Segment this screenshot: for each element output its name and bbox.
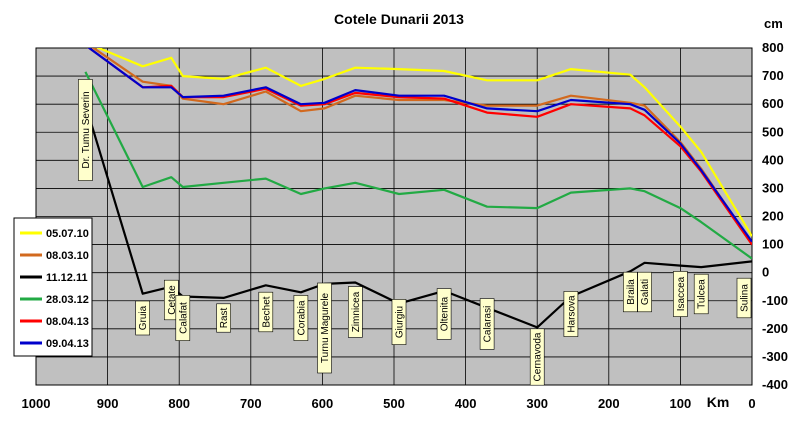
x-tick-label: 400 <box>455 396 477 411</box>
legend-box <box>13 217 93 357</box>
station-label-box <box>135 300 150 336</box>
series-line-08.03.10 <box>91 48 752 244</box>
x-tick-label: 1000 <box>22 396 51 411</box>
y-tick-label: -200 <box>762 321 788 336</box>
legend-label: 11.12.11 <box>46 272 88 284</box>
station-label-box <box>693 273 709 315</box>
station-label: Isaccea <box>673 271 688 317</box>
station-label-text: Gruia <box>138 305 149 330</box>
y-tick-label: 0 <box>762 265 769 280</box>
station-label-text: Galati <box>640 279 651 305</box>
station-label: Oltenita <box>436 288 452 340</box>
y-tick-label: 100 <box>762 237 784 252</box>
station-label: Cernavoda <box>529 328 545 386</box>
legend-label: 28.03.12 <box>46 294 89 306</box>
station-label-text: Oltenita <box>440 296 451 331</box>
chart-title: Cotele Dunarii 2013 <box>334 11 464 27</box>
x-tick-label: 800 <box>168 396 190 411</box>
station-label: Gruia <box>135 300 150 336</box>
station-label: Dr. Tumu Severin <box>78 79 93 181</box>
station-label-box <box>175 295 191 341</box>
y-tick-label: 700 <box>762 68 784 83</box>
x-tick-label: 900 <box>97 396 119 411</box>
station-label: Bechet <box>258 291 274 333</box>
station-label-text: Dr. Tumu Severin <box>81 91 92 168</box>
station-label-box <box>216 303 231 333</box>
station-label-box <box>529 328 545 386</box>
station-label-box <box>293 295 309 341</box>
legend-label: 08.03.10 <box>46 250 89 262</box>
station-label-box <box>563 291 579 337</box>
station-label-box <box>317 282 332 374</box>
station-label-box <box>391 299 407 345</box>
station-label-text: Calarasi <box>483 306 494 343</box>
x-tick-label: 100 <box>670 396 692 411</box>
station-label-box <box>637 271 652 313</box>
y-tick-label: -300 <box>762 349 788 364</box>
station-label-text: Giurgiu <box>395 306 406 338</box>
station-label: Calarasi <box>479 298 495 350</box>
station-label-text: Isaccea <box>676 276 687 311</box>
y-tick-label: 200 <box>762 209 784 224</box>
series-line-05.07.10 <box>95 48 752 237</box>
station-label-box <box>673 271 688 317</box>
x-tick-label: 300 <box>526 396 548 411</box>
y-tick-label: 600 <box>762 96 784 111</box>
station-label: Corabia <box>293 295 309 341</box>
x-tick-label: 700 <box>240 396 262 411</box>
x-tick-label: 500 <box>383 396 405 411</box>
y-axis-unit: cm <box>764 16 783 31</box>
station-label: Sulina <box>736 277 752 319</box>
x-tick-label: 0 <box>748 396 755 411</box>
station-label: Calafat <box>175 295 191 341</box>
series-line-28.03.12 <box>84 71 752 260</box>
station-label-text: Cernavoda <box>533 332 544 381</box>
y-tick-label: 400 <box>762 152 784 167</box>
station-label: Giurgiu <box>391 299 407 345</box>
station-label: Rast <box>216 303 231 333</box>
legend: 05.07.10 08.03.10 11.12.11 28.03.12 08.04.13… <box>13 217 93 357</box>
plot-area: 1000 900 800 700 600 500 400 300 200 100 0-400-300… <box>22 40 788 411</box>
station-label: Zimnicea <box>347 286 363 338</box>
station-label-text: Sulina <box>740 284 751 312</box>
station-label-box <box>258 291 274 333</box>
x-tick-label: 600 <box>312 396 334 411</box>
station-label-box <box>479 298 495 350</box>
station-label: Harsova <box>563 291 579 337</box>
legend-label: 09.04.13 <box>46 338 89 350</box>
station-label: Galati <box>637 271 652 313</box>
station-label: Tulcea <box>693 273 709 315</box>
station-label-text: Rast <box>219 307 230 328</box>
station-label-box <box>436 288 452 340</box>
station-label-box <box>347 286 363 338</box>
station-label-box <box>78 79 93 181</box>
station-label-box <box>736 277 752 319</box>
y-tick-label: -400 <box>762 377 788 392</box>
x-tick-label: 200 <box>598 396 620 411</box>
station-label-text: Bechet <box>261 296 272 327</box>
station-label: Turnu Magurele <box>317 282 332 374</box>
station-label-text: Braila <box>626 279 637 305</box>
x-axis-unit: Km <box>707 394 730 410</box>
legend-label: 05.07.10 <box>46 228 89 240</box>
station-label-text: Harsova <box>566 295 577 333</box>
station-label: Braila <box>622 271 638 313</box>
station-label-text: Turnu Magurele <box>320 292 331 363</box>
y-tick-label: 300 <box>762 180 784 195</box>
y-tick-label: -100 <box>762 293 788 308</box>
series-line-09.04.13 <box>87 48 752 243</box>
station-label-text: Corabia <box>296 300 307 335</box>
y-tick-label: 800 <box>762 40 784 55</box>
legend-label: 08.04.13 <box>46 316 89 328</box>
y-tick-label: 500 <box>762 124 784 139</box>
station-label-text: Tulcea <box>697 279 708 309</box>
station-label-text: Calafat <box>178 302 189 334</box>
station-label-text: Zimnicea <box>351 291 362 332</box>
station-label-text: Cetate <box>167 285 178 315</box>
